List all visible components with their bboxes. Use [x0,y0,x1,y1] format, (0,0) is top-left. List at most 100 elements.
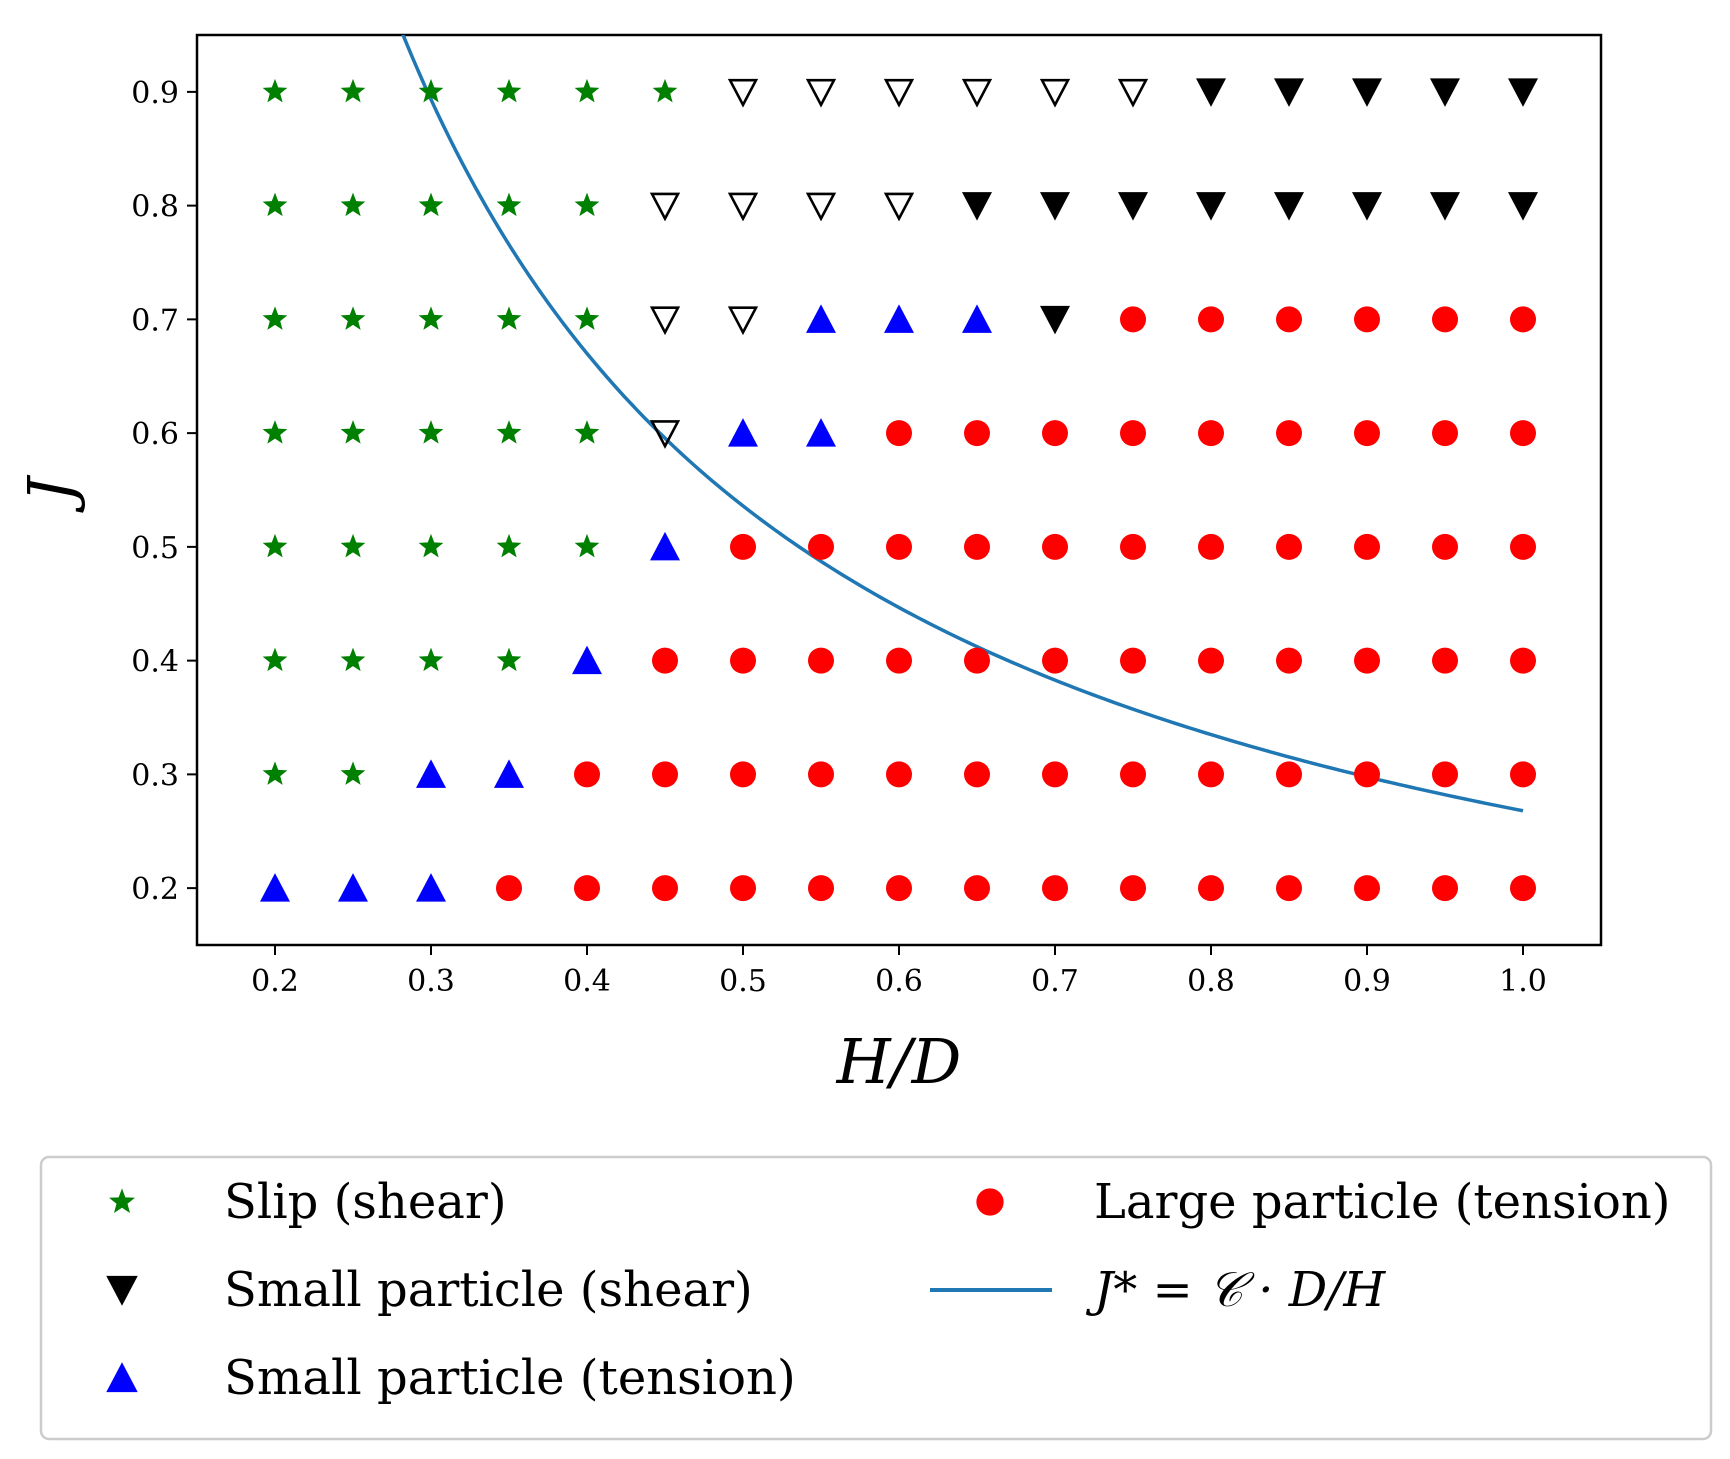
x-tick-label: 0.7 [1031,964,1079,999]
data-point-slip-shear [340,533,366,558]
data-point-large-particle-tension [1120,306,1146,333]
data-point-small-particle-shear-open [1039,78,1071,108]
data-point-slip-shear [340,647,366,672]
data-point-slip-shear [574,420,600,444]
data-point-large-particle-tension [1198,761,1224,788]
data-point-slip-shear [418,192,444,217]
data-point-large-particle-tension [730,533,756,560]
data-point-large-particle-tension [1198,306,1224,333]
data-point-large-particle-tension [1432,875,1458,902]
data-point-large-particle-tension [1432,647,1458,674]
data-point-small-particle-shear [1352,192,1382,221]
data-point-large-particle-tension [1354,761,1380,788]
data-point-slip-shear [574,192,600,217]
data-point-large-particle-tension [1276,533,1302,560]
data-point-slip-shear [262,306,288,330]
data-point-small-particle-shear [1040,192,1070,221]
x-tick-label: 0.6 [875,964,923,999]
data-point-large-particle-tension [1510,533,1536,560]
data-point-large-particle-tension [1120,761,1146,788]
legend-swatch-slip-shear [109,1188,135,1214]
data-point-slip-shear [262,192,288,217]
data-point-small-particle-tension [884,304,914,333]
legend-label-curve: J* = 𝒞 · D/H [1085,1262,1386,1318]
y-tick-label: 0.2 [131,872,179,907]
data-point-large-particle-tension [964,761,990,788]
data-point-large-particle-tension [1432,533,1458,560]
data-point-large-particle-tension [1042,875,1068,902]
y-tick-label: 0.4 [131,645,179,680]
data-point-small-particle-shear [1118,192,1148,221]
data-point-large-particle-tension [574,875,600,902]
data-point-large-particle-tension [1198,420,1224,447]
data-point-large-particle-tension [730,761,756,788]
data-point-slip-shear [262,533,288,558]
data-point-small-particle-shear [1196,78,1226,107]
legend-label-small-particle-shear: Small particle (shear) [224,1262,753,1318]
data-point-large-particle-tension [1276,647,1302,674]
data-point-large-particle-tension [1510,761,1536,788]
data-point-slip-shear [574,533,600,558]
legend-label-large-particle-tension: Large particle (tension) [1094,1174,1671,1230]
data-point-small-particle-shear-open [805,192,837,222]
data-point-large-particle-tension [1276,761,1302,788]
data-point-small-particle-shear-open [727,78,759,108]
data-point-large-particle-tension [652,875,678,902]
data-point-small-particle-shear-open [805,78,837,108]
data-point-small-particle-shear [1040,305,1070,335]
data-point-small-particle-tension [416,873,446,902]
data-point-large-particle-tension [1510,647,1536,674]
data-point-large-particle-tension [1354,875,1380,902]
data-point-large-particle-tension [808,875,834,902]
data-point-slip-shear [262,420,288,444]
data-point-slip-shear [496,192,522,217]
y-tick-label: 0.9 [131,76,179,111]
legend-frame [39,1155,1713,1441]
data-point-small-particle-shear-open [883,192,915,222]
data-point-small-particle-shear [1508,192,1538,221]
data-point-slip-shear [574,306,600,330]
data-point-slip-shear [418,420,444,444]
data-point-slip-shear [418,78,444,103]
data-point-small-particle-shear-open [1117,78,1149,108]
data-point-small-particle-shear [1196,192,1226,221]
data-point-large-particle-tension [574,761,600,788]
data-point-slip-shear [340,192,366,217]
data-point-large-particle-tension [1276,306,1302,333]
data-point-small-particle-shear [1508,78,1538,107]
x-tick-label: 0.8 [1187,964,1235,999]
data-point-large-particle-tension [1354,647,1380,674]
data-point-large-particle-tension [1120,420,1146,447]
legend-swatch-small-particle-tension [106,1362,138,1393]
data-point-large-particle-tension [1510,875,1536,902]
data-point-slip-shear [340,420,366,444]
y-tick-label: 0.6 [131,417,179,452]
data-point-small-particle-tension [494,759,524,788]
data-point-large-particle-tension [1432,420,1458,447]
data-point-slip-shear [340,78,366,103]
data-point-large-particle-tension [1042,533,1068,560]
data-point-small-particle-tension [260,873,290,902]
data-point-small-particle-shear [1430,192,1460,221]
data-point-slip-shear [262,647,288,672]
x-tick-label: 0.5 [719,964,767,999]
data-point-large-particle-tension [1276,420,1302,447]
legend-swatch-small-particle-shear [106,1275,138,1306]
data-point-small-particle-shear-open [649,192,681,222]
data-point-large-particle-tension [1510,420,1536,447]
data-point-small-particle-tension [338,873,368,902]
data-point-large-particle-tension [1432,306,1458,333]
data-point-slip-shear [496,533,522,558]
data-point-slip-shear [262,78,288,103]
x-axis-title: H/D [836,1025,962,1098]
data-point-small-particle-shear-open [649,306,681,336]
data-point-slip-shear [418,306,444,330]
data-point-large-particle-tension [1510,306,1536,333]
data-point-large-particle-tension [1354,533,1380,560]
data-point-large-particle-tension [964,420,990,447]
data-point-large-particle-tension [886,533,912,560]
data-point-large-particle-tension [1276,875,1302,902]
data-point-slip-shear [496,647,522,672]
data-point-small-particle-shear-open [727,192,759,222]
x-tick-label: 1.0 [1499,964,1547,999]
